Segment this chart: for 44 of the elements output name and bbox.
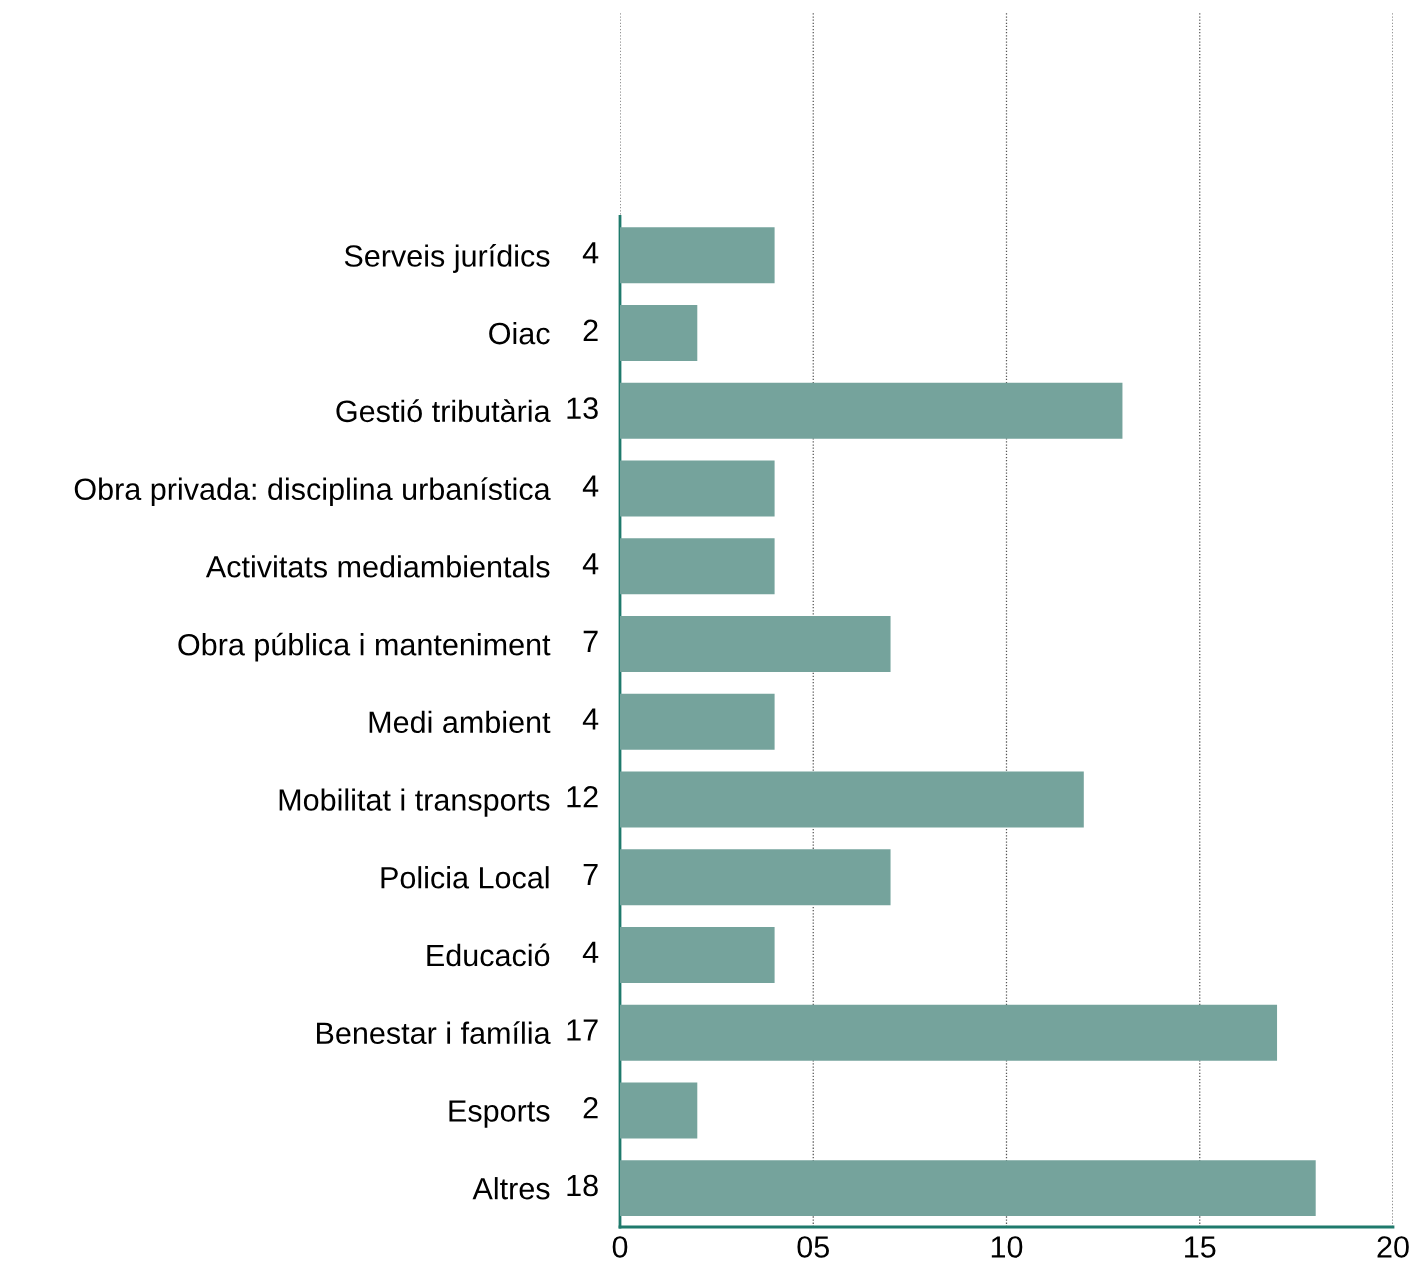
data-label: 4 [582, 941, 599, 963]
y-tick-label: Policia Local [381, 866, 549, 889]
y-tick-label: Mobilitat i transports [279, 788, 550, 817]
data-label: 4 [582, 242, 599, 264]
y-tick-label: Altres [472, 1177, 550, 1200]
bar [620, 460, 775, 517]
bar [620, 849, 891, 906]
y-tick-label: Medi ambient [369, 710, 551, 734]
bar [620, 693, 775, 750]
y-tick-label: Obra pública i manteniment [178, 632, 551, 662]
y-tick-label: Educació [427, 943, 550, 967]
y-tick-label: Benestar i família [317, 1021, 551, 1045]
bar [620, 538, 775, 595]
data-label: 7 [583, 864, 598, 886]
bar [620, 771, 1084, 828]
y-tick-label: Obra privada: disciplina urbanística [74, 477, 551, 507]
x-tick-label: 0 [612, 1236, 628, 1258]
data-label: 4 [582, 553, 599, 575]
data-label: 18 [567, 1174, 598, 1197]
bar [620, 227, 775, 284]
bar [620, 1082, 698, 1139]
y-tick-label: Gestió tributària [336, 399, 551, 423]
y-tick-label: Activitats mediambientals [205, 555, 550, 578]
data-label: 4 [582, 475, 599, 497]
bar [620, 1004, 1278, 1061]
y-tick-label: Oiac [489, 321, 550, 345]
bar [620, 382, 1123, 439]
y-tick-label: Serveis jurídics [344, 244, 550, 273]
bar [620, 305, 698, 362]
x-tick-label: 20 [1377, 1236, 1409, 1258]
bar [620, 926, 775, 983]
data-label: 2 [583, 319, 598, 341]
x-tick-label: 05 [797, 1236, 829, 1258]
x-tick-label: 10 [991, 1236, 1023, 1258]
x-tick-label: 15 [1185, 1236, 1216, 1258]
data-label: 2 [583, 1096, 598, 1119]
data-label: 7 [583, 630, 598, 652]
bar [620, 616, 891, 672]
bar [620, 1160, 1316, 1217]
data-label: 4 [582, 708, 599, 730]
data-label: 13 [567, 397, 598, 419]
data-label: 12 [567, 786, 598, 808]
y-tick-label: Esports [449, 1100, 550, 1128]
data-label: 17 [567, 1019, 598, 1041]
